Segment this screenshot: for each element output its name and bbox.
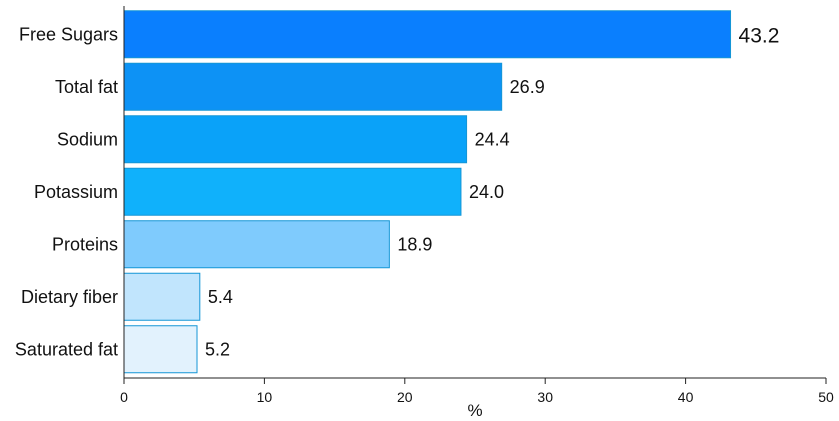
category-label-total-fat: Total fat <box>55 77 118 97</box>
bar-saturated-fat <box>123 325 198 374</box>
x-axis: 0 10 20 30 40 50 <box>120 6 834 405</box>
bar-total-fat <box>123 62 503 111</box>
value-label-sodium: 24.4 <box>475 129 510 149</box>
x-axis-title: % <box>467 401 482 420</box>
category-label-sodium: Sodium <box>57 129 118 149</box>
value-label-proteins: 18.9 <box>397 234 432 254</box>
bar-dietary-fiber <box>123 272 201 321</box>
bar-sodium <box>123 115 468 164</box>
category-label-saturated-fat: Saturated fat <box>15 339 118 359</box>
bar-free-sugars <box>123 10 732 59</box>
x-tick-label: 50 <box>818 389 834 405</box>
category-label-dietary-fiber: Dietary fiber <box>21 287 118 307</box>
value-label-potassium: 24.0 <box>469 182 504 202</box>
bar-proteins <box>123 220 390 269</box>
category-labels: Free Sugars Total fat Sodium Potassium Prote… <box>15 24 118 359</box>
x-tick-label: 20 <box>397 389 413 405</box>
x-tick-label: 0 <box>120 389 128 405</box>
category-label-potassium: Potassium <box>34 182 118 202</box>
x-tick-label: 30 <box>537 389 553 405</box>
value-label-total-fat: 26.9 <box>510 77 545 97</box>
x-tick-label: 40 <box>678 389 694 405</box>
value-label-dietary-fiber: 5.4 <box>208 287 233 307</box>
bars-group <box>123 10 732 374</box>
value-labels: 43.2 26.9 24.4 24.0 18.9 5.4 5.2 <box>205 24 779 359</box>
value-label-saturated-fat: 5.2 <box>205 339 230 359</box>
category-label-free-sugars: Free Sugars <box>19 24 118 44</box>
bar-potassium <box>123 167 462 216</box>
value-label-free-sugars: 43.2 <box>739 24 780 47</box>
x-tick-label: 10 <box>257 389 273 405</box>
category-label-proteins: Proteins <box>52 234 118 254</box>
